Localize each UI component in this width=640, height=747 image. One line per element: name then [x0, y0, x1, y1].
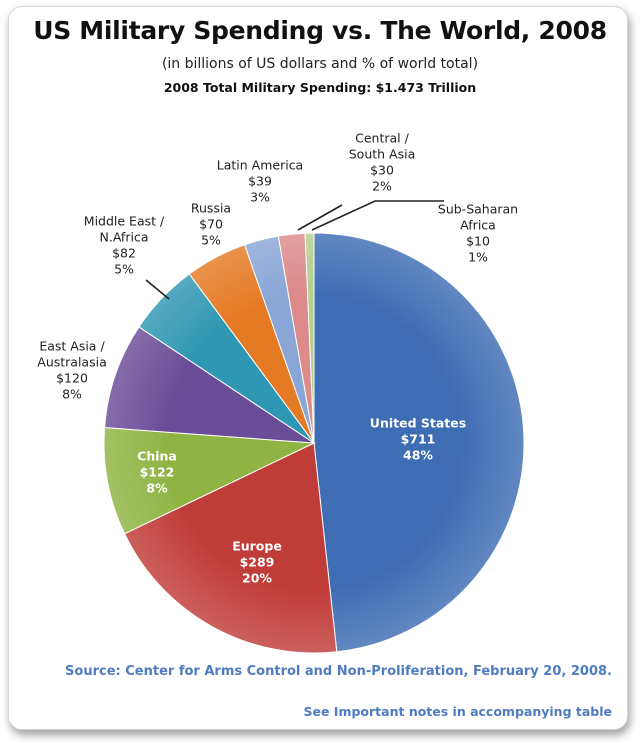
- slice-value-label: $120: [56, 371, 88, 386]
- slice-label: United States: [370, 416, 466, 431]
- chart-subtitle: (in billions of US dollars and % of worl…: [161, 56, 479, 72]
- slice-label: Central /: [355, 131, 409, 146]
- chart-total-label: 2008 Total Military Spending: $1.473 Tri…: [163, 80, 477, 95]
- chart-title: US Military Spending vs. The World, 2008: [33, 16, 607, 45]
- slice-percent-label: 3%: [250, 190, 270, 205]
- slice-label: Middle East /: [84, 214, 165, 229]
- slice-value-label: $122: [140, 465, 175, 480]
- slice-label: Africa: [460, 218, 496, 233]
- pie-slice: [313, 232, 525, 653]
- leader-line: [311, 200, 444, 231]
- slice-value-label: $82: [112, 246, 136, 261]
- slice-value-label: $289: [240, 555, 275, 570]
- leader-line: [297, 204, 343, 231]
- slice-percent-label: 8%: [62, 387, 82, 402]
- slice-value-label: $70: [199, 217, 223, 232]
- source-note: Source: Center for Arms Control and Non-…: [65, 664, 612, 679]
- pie-slice: [123, 442, 338, 654]
- pie-slice: [304, 232, 315, 444]
- slice-label: Latin America: [217, 158, 303, 173]
- pie-slice: [104, 326, 316, 444]
- slice-percent-label: 20%: [242, 571, 272, 586]
- slice-label: Russia: [191, 201, 231, 216]
- slice-percent-label: 5%: [201, 233, 221, 248]
- slice-label: China: [137, 449, 177, 464]
- leader-line: [145, 279, 170, 300]
- slice-value-label: $39: [248, 174, 272, 189]
- slice-percent-label: 48%: [403, 448, 433, 463]
- table-note: See Important notes in accompanying tabl…: [303, 704, 613, 719]
- pie-slice: [103, 427, 316, 535]
- slice-value-label: $711: [401, 432, 436, 447]
- slice-label: East Asia /: [39, 339, 105, 354]
- slice-label: Sub-Saharan: [438, 202, 518, 217]
- slice-label: N.Africa: [100, 230, 149, 245]
- slice-percent-label: 8%: [146, 481, 168, 496]
- slice-label: Australasia: [37, 355, 106, 370]
- slice-percent-label: 2%: [372, 179, 392, 194]
- slice-label: South Asia: [349, 147, 416, 162]
- slice-value-label: $30: [370, 163, 394, 178]
- slice-value-label: $10: [466, 234, 490, 249]
- slice-percent-label: 1%: [468, 250, 488, 265]
- slice-label: Europe: [232, 539, 282, 554]
- slice-percent-label: 5%: [114, 262, 134, 277]
